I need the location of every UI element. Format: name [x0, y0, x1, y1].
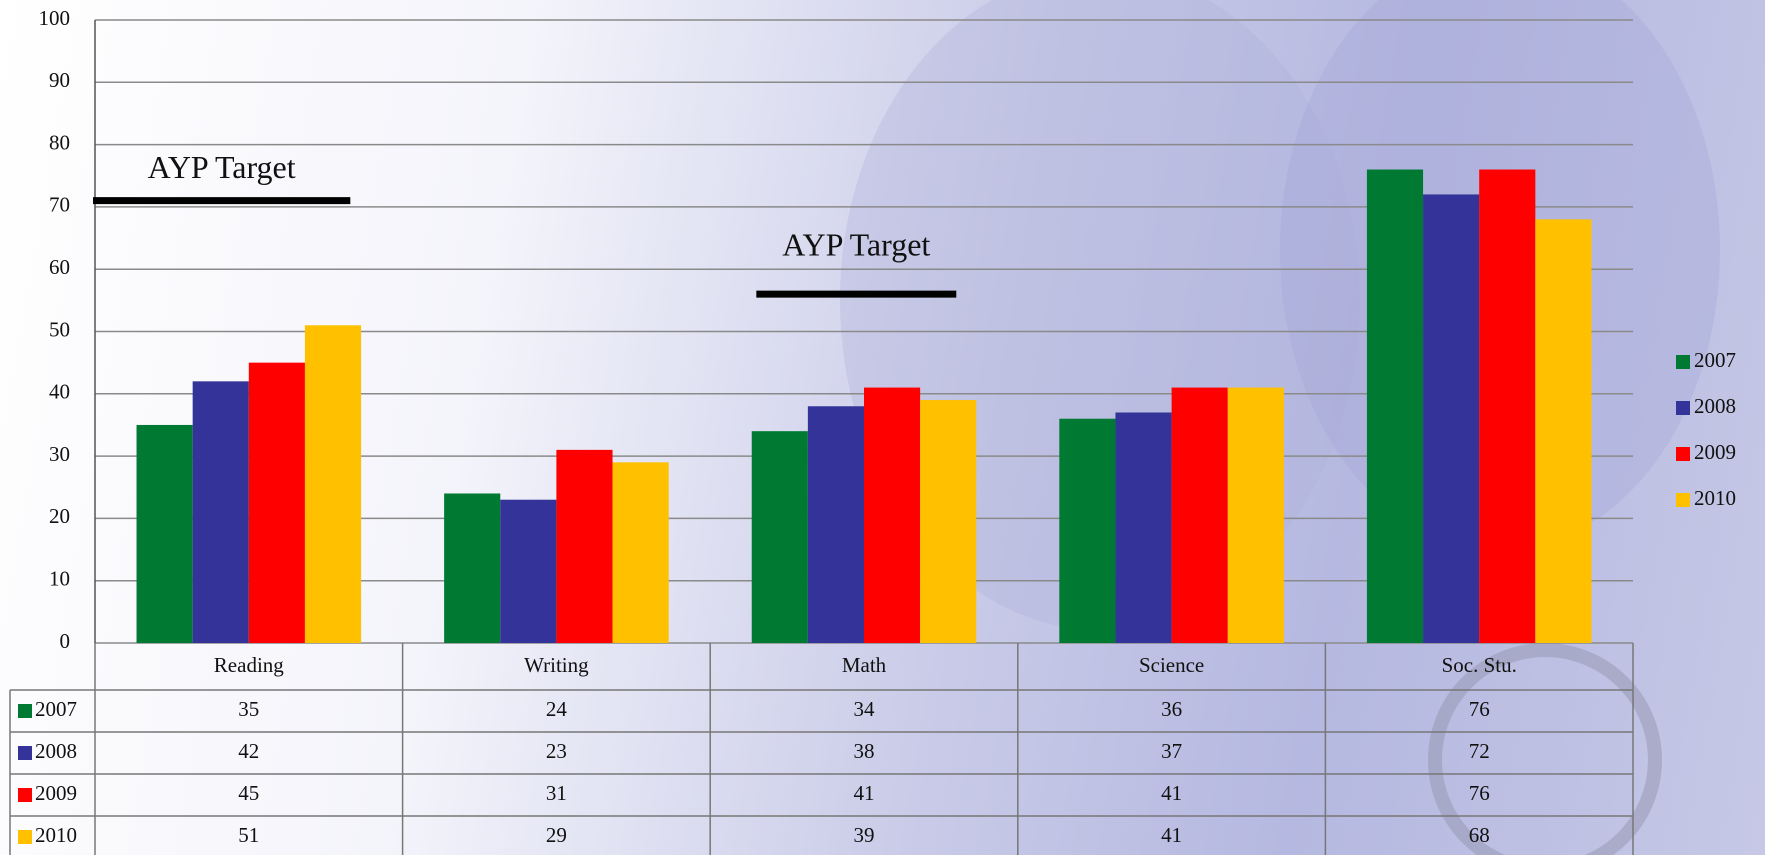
y-tick-label: 10 [49, 567, 70, 591]
table-value: 41 [854, 781, 875, 805]
x-tick-label: Science [1139, 653, 1204, 677]
y-tick-label: 80 [49, 130, 70, 154]
table-value: 76 [1469, 697, 1490, 721]
bar [864, 387, 921, 643]
table-swatch [18, 704, 32, 718]
bar [1059, 418, 1116, 643]
bar [1423, 194, 1480, 643]
bar [751, 431, 808, 643]
table-value: 35 [238, 697, 259, 721]
annotation-label: AYP Target [148, 149, 296, 185]
table-value: 41 [1161, 823, 1182, 847]
y-tick-label: 40 [49, 380, 70, 404]
table-row-label: 2008 [35, 739, 77, 763]
bar [556, 449, 613, 643]
bar [612, 462, 669, 643]
x-tick-label: Writing [524, 653, 589, 677]
bar [1115, 412, 1172, 643]
bar [1479, 169, 1536, 643]
bar [1227, 387, 1284, 643]
bar [192, 381, 249, 643]
bar [304, 325, 362, 643]
table-value: 39 [854, 823, 875, 847]
logo-ring [1428, 643, 1662, 855]
bar [248, 362, 305, 643]
legend-label: 2010 [1694, 486, 1736, 510]
x-tick-label: Math [842, 653, 887, 677]
legend-label: 2007 [1694, 348, 1736, 372]
bar [136, 424, 193, 643]
table-value: 45 [238, 781, 259, 805]
y-tick-label: 30 [49, 442, 70, 466]
legend-swatch [1676, 493, 1690, 507]
table-row-label: 2010 [35, 823, 77, 847]
table-value: 34 [854, 697, 876, 721]
table-value: 24 [546, 697, 568, 721]
table-value: 23 [546, 739, 567, 763]
y-tick-label: 100 [39, 6, 71, 30]
table-value: 68 [1469, 823, 1490, 847]
table-swatch [18, 830, 32, 844]
y-tick-label: 90 [49, 68, 70, 92]
bar [500, 499, 557, 643]
legend-swatch [1676, 401, 1690, 415]
table-value: 76 [1469, 781, 1490, 805]
annotation-label: AYP Target [782, 226, 930, 262]
y-tick-label: 60 [49, 255, 70, 279]
table-value: 36 [1161, 697, 1182, 721]
bar [920, 400, 977, 643]
bar [1535, 219, 1592, 644]
legend-swatch [1676, 447, 1690, 461]
table-swatch [18, 746, 32, 760]
legend-swatch [1676, 355, 1690, 369]
table-swatch [18, 788, 32, 802]
table-value: 31 [546, 781, 567, 805]
y-tick-label: 70 [49, 193, 70, 217]
legend-label: 2008 [1694, 394, 1736, 418]
table-value: 72 [1469, 739, 1490, 763]
x-tick-label: Reading [214, 653, 284, 677]
table-value: 41 [1161, 781, 1182, 805]
table-value: 42 [238, 739, 259, 763]
y-tick-label: 0 [60, 629, 71, 653]
table-value: 37 [1161, 739, 1182, 763]
bar [1366, 169, 1424, 643]
bar [807, 406, 864, 643]
bar [444, 493, 501, 643]
table-value: 38 [854, 739, 875, 763]
table-row-label: 2007 [35, 697, 77, 721]
y-tick-label: 20 [49, 504, 70, 528]
table-value: 29 [546, 823, 567, 847]
bar [1171, 387, 1228, 643]
table-value: 51 [238, 823, 259, 847]
x-tick-label: Soc. Stu. [1442, 653, 1517, 677]
y-tick-label: 50 [49, 317, 70, 341]
legend-label: 2009 [1694, 440, 1736, 464]
table-row-label: 2009 [35, 781, 77, 805]
